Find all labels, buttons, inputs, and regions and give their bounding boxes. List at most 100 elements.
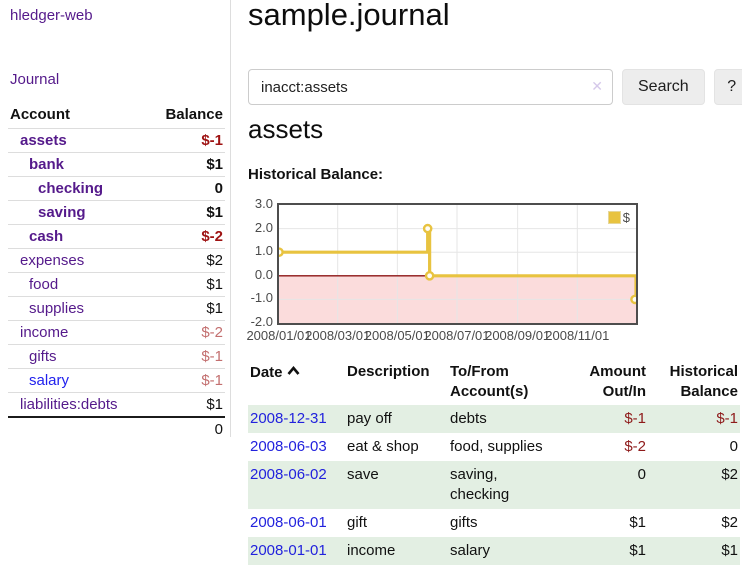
legend-label: $ — [622, 210, 630, 225]
transaction-balance: $2 — [721, 466, 738, 483]
account-row: food $1 — [8, 272, 225, 297]
legend-swatch — [607, 211, 621, 224]
register-row: 2008-06-01 gift gifts $1 $2 — [248, 509, 740, 537]
account-row: income $-2 — [8, 320, 225, 345]
account-heading: assets — [248, 114, 324, 144]
accounts-total-balance: 0 — [148, 416, 225, 441]
account-balance: $2 — [148, 248, 225, 273]
transaction-accounts: food, supplies — [450, 438, 543, 455]
chart-title: Historical Balance: — [248, 166, 384, 183]
account-link[interactable]: cash — [29, 228, 64, 245]
account-link[interactable]: income — [20, 324, 69, 341]
search-bar: ✕ Search ? — [248, 69, 742, 105]
y-axis-tick-label: 1.0 — [254, 243, 273, 259]
sidebar: hledger-web Journal Account Balance asse… — [0, 0, 231, 441]
transaction-accounts: saving, checking — [450, 466, 510, 503]
account-row: salary $-1 — [8, 368, 225, 393]
transaction-amount: $-1 — [624, 410, 646, 427]
chart-canvas — [274, 205, 640, 323]
account-column-header: Account — [8, 103, 149, 129]
y-axis-tick-label: 3.0 — [254, 196, 273, 211]
x-axis-tick-label: 2008/09/01 — [485, 328, 551, 343]
account-row: assets $-1 — [8, 129, 225, 153]
transaction-date-link[interactable]: 2008-12-31 — [250, 410, 327, 427]
account-link[interactable]: liabilities:debts — [20, 396, 118, 413]
description-column-header: Description — [347, 363, 430, 380]
account-row: liabilities:debts $1 — [8, 392, 225, 417]
account-balance: $-2 — [148, 320, 225, 345]
register-body: 2008-12-31 pay off debts $-1 $-1 2008-06-03 ea… — [248, 405, 740, 565]
account-link[interactable]: gifts — [29, 348, 57, 365]
account-tree-table: Account Balance assets $-1 bank $1 checking 0… — [8, 103, 225, 441]
date-column-header[interactable]: Date — [248, 359, 345, 405]
account-row: saving $1 — [8, 200, 225, 225]
account-balance: $1 — [148, 272, 225, 297]
account-balance: $-1 — [148, 344, 225, 369]
search-input[interactable] — [248, 69, 613, 105]
transaction-balance: $1 — [721, 542, 738, 559]
transaction-amount: $-2 — [624, 438, 646, 455]
register-header-row: Date Description To/From Account(s) Amoun… — [248, 359, 740, 405]
account-link[interactable]: assets — [20, 132, 67, 149]
account-link[interactable]: expenses — [20, 252, 85, 269]
search-box: ✕ — [248, 69, 613, 105]
accounts-total-row: 0 — [8, 416, 225, 441]
chart-legend: $ — [605, 209, 632, 226]
x-axis-tick-label: 2008/05/01 — [364, 328, 430, 343]
amount-column-header: Amount Out/In — [589, 363, 646, 400]
help-button[interactable]: ? — [713, 69, 742, 105]
x-axis-tick-label: 2008/01/01 — [246, 328, 312, 343]
account-row: expenses $2 — [8, 248, 225, 273]
transaction-accounts: gifts — [450, 514, 478, 531]
sidebar-item-journal[interactable]: Journal — [10, 71, 60, 88]
account-balance: 0 — [148, 176, 225, 201]
account-link[interactable]: supplies — [29, 300, 85, 317]
transaction-description: gift — [347, 514, 368, 531]
register-row: 2008-06-02 save saving, checking 0 $2 — [248, 461, 740, 509]
main-content: sample.journal ✕ Search ? assets Histori… — [246, 0, 742, 582]
transaction-date-link[interactable]: 2008-01-01 — [250, 542, 327, 559]
y-axis-tick-label: 0.0 — [254, 266, 273, 282]
clear-search-icon[interactable]: ✕ — [591, 78, 603, 94]
account-row: cash $-2 — [8, 224, 225, 249]
transaction-balance: $-1 — [716, 410, 738, 427]
x-axis-tick-label: 2008/03/01 — [305, 328, 371, 343]
account-link[interactable]: checking — [38, 180, 104, 197]
account-tree-header: Account Balance — [8, 103, 225, 129]
account-link[interactable]: food — [29, 276, 59, 293]
tofrom-column-header: To/From Account(s) — [450, 363, 529, 400]
transaction-amount: 0 — [637, 466, 646, 483]
account-balance: $1 — [148, 296, 225, 321]
transaction-accounts: salary — [450, 542, 491, 559]
account-row: bank $1 — [8, 152, 225, 177]
y-axis-tick-label: -1.0 — [250, 290, 273, 306]
account-balance: $-1 — [201, 132, 223, 149]
chart-plot-area: $ — [274, 203, 640, 325]
account-row: gifts $-1 — [8, 344, 225, 369]
transaction-description: save — [347, 466, 379, 483]
account-balance: $1 — [148, 392, 225, 417]
x-axis-tick-label: 2008/07/01 — [424, 328, 490, 343]
account-balance: $-1 — [148, 368, 225, 393]
y-axis-tick-label: -2.0 — [250, 314, 273, 329]
transaction-date-link[interactable]: 2008-06-01 — [250, 514, 327, 531]
total-spacer — [8, 416, 149, 441]
account-link[interactable]: saving — [38, 204, 86, 221]
account-tree-body: assets $-1 bank $1 checking 0 saving $1 cash $-2 e… — [8, 129, 225, 441]
transaction-date-link[interactable]: 2008-06-03 — [250, 438, 327, 455]
balance-column-header: Balance — [148, 103, 225, 129]
register-table: Date Description To/From Account(s) Amoun… — [248, 359, 740, 565]
account-balance: $-2 — [148, 224, 225, 249]
transaction-accounts: debts — [450, 410, 487, 427]
brand-link[interactable]: hledger-web — [10, 7, 93, 24]
register-row: 2008-01-01 income salary $1 $1 — [248, 537, 740, 565]
transaction-description: eat & shop — [347, 438, 419, 455]
transaction-amount: $1 — [629, 542, 646, 559]
transaction-description: income — [347, 542, 396, 559]
transaction-date-link[interactable]: 2008-06-02 — [250, 466, 327, 483]
account-link[interactable]: salary — [29, 372, 70, 389]
transaction-balance: 0 — [729, 438, 738, 455]
search-button[interactable]: Search — [622, 69, 705, 105]
account-link[interactable]: bank — [29, 156, 65, 173]
x-axis-tick-label: 2008/11/01 — [545, 328, 610, 343]
